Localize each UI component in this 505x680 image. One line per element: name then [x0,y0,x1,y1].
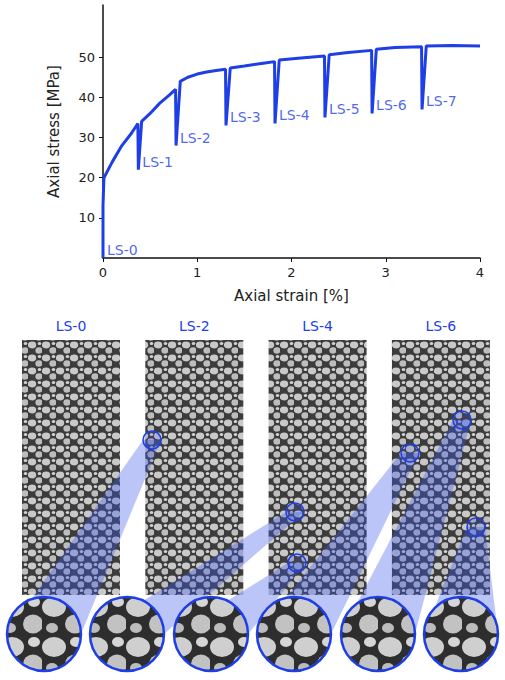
svg-text:LS-2: LS-2 [180,130,211,146]
svg-text:40: 40 [78,90,95,105]
svg-text:3: 3 [382,265,390,280]
svg-text:LS-4: LS-4 [279,107,310,123]
svg-text:20: 20 [78,170,95,185]
svg-text:50: 50 [78,50,95,65]
svg-text:LS-1: LS-1 [142,154,173,170]
svg-text:Axial strain [%]: Axial strain [%] [234,287,349,305]
svg-text:LS-3: LS-3 [230,109,261,125]
svg-text:LS-6: LS-6 [376,97,407,113]
svg-text:1: 1 [193,265,201,280]
svg-text:Axial stress [MPa]: Axial stress [MPa] [45,65,63,198]
svg-text:LS-0: LS-0 [56,318,87,334]
svg-text:30: 30 [78,130,95,145]
svg-text:LS-2: LS-2 [179,318,210,334]
svg-text:LS-0: LS-0 [107,242,138,258]
svg-text:4: 4 [476,265,484,280]
svg-text:0: 0 [99,265,107,280]
svg-text:LS-5: LS-5 [329,101,360,117]
svg-text:LS-4: LS-4 [302,318,333,334]
svg-text:2: 2 [287,265,295,280]
svg-text:10: 10 [78,210,95,225]
svg-text:LS-6: LS-6 [426,318,457,334]
svg-text:LS-7: LS-7 [426,93,457,109]
